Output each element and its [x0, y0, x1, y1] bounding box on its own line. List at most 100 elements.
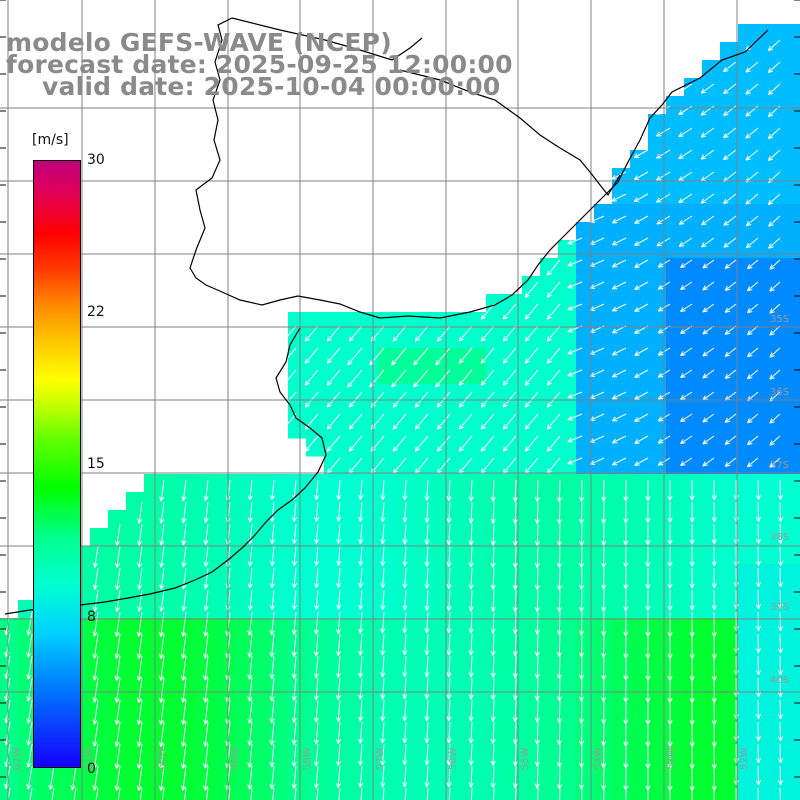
wind-arrow — [468, 589, 474, 612]
wind-arrow — [402, 655, 408, 678]
speed-cell — [720, 582, 739, 601]
speed-cell — [18, 636, 37, 655]
wind-arrow — [512, 677, 518, 701]
speed-cell — [486, 420, 505, 439]
wind-arrow — [402, 479, 408, 501]
wind-arrow — [745, 193, 759, 205]
speed-cell — [108, 582, 127, 601]
speed-cell — [630, 762, 649, 781]
wind-arrow — [203, 765, 209, 791]
speed-cell — [486, 654, 505, 673]
wind-arrow — [392, 435, 407, 452]
speed-cell — [630, 618, 649, 637]
wind-arrow — [436, 325, 451, 342]
wind-arrow — [777, 523, 784, 544]
speed-cell — [306, 546, 325, 565]
latitude-label: 40S — [770, 675, 789, 686]
speed-cell — [720, 546, 739, 565]
speed-cell — [774, 258, 793, 277]
wind-arrow — [137, 501, 143, 524]
speed-cell — [414, 528, 433, 547]
wind-arrow — [678, 193, 693, 204]
wind-arrow — [702, 369, 715, 379]
speed-cell — [360, 420, 379, 439]
speed-cell — [774, 276, 793, 295]
speed-cell — [738, 690, 757, 709]
speed-cell — [666, 456, 685, 475]
speed-cell — [414, 564, 433, 583]
wind-arrow — [490, 633, 496, 656]
speed-cell — [414, 618, 433, 637]
speed-cell — [684, 582, 703, 601]
wind-arrow — [634, 369, 649, 378]
speed-cell — [486, 366, 505, 385]
wind-arrow — [512, 589, 518, 612]
wind-arrow — [424, 655, 430, 678]
speed-cell — [270, 510, 289, 529]
wind-arrow — [26, 633, 33, 658]
wind-arrow — [700, 83, 715, 94]
speed-cell — [648, 672, 667, 691]
speed-cell — [666, 528, 685, 547]
speed-cell — [630, 420, 649, 439]
speed-cell — [684, 636, 703, 655]
speed-cell — [306, 366, 325, 385]
speed-cell — [180, 726, 199, 745]
wind-arrow — [601, 589, 607, 612]
speed-cell — [0, 708, 19, 727]
wind-arrow — [358, 567, 364, 588]
wind-arrow — [203, 655, 209, 681]
speed-cell — [666, 384, 685, 403]
speed-cell — [540, 276, 559, 295]
wind-arrow — [424, 633, 430, 656]
speed-cell — [576, 762, 595, 781]
speed-cell — [342, 510, 361, 529]
speed-cell — [576, 672, 595, 691]
speed-cell — [594, 564, 613, 583]
longitude-label: 57W — [375, 747, 386, 770]
wind-arrow — [203, 611, 209, 637]
speed-cell — [792, 312, 800, 331]
wind-arrow — [203, 479, 209, 502]
speed-cell — [288, 366, 307, 385]
wind-arrow — [203, 523, 209, 546]
speed-cell — [36, 798, 55, 800]
wind-arrow — [546, 325, 561, 342]
speed-cell — [792, 348, 800, 367]
speed-cell — [360, 546, 379, 565]
wind-arrow — [755, 699, 761, 720]
speed-cell — [738, 546, 757, 565]
speed-cell — [792, 654, 800, 673]
wind-arrow — [326, 347, 341, 364]
wind-arrow — [458, 369, 473, 386]
speed-cell — [288, 672, 307, 691]
speed-cell — [666, 366, 685, 385]
speed-cell — [414, 798, 433, 800]
wind-arrow — [490, 765, 496, 788]
wind-arrow — [358, 677, 364, 700]
speed-cell — [126, 564, 145, 583]
speed-cell — [630, 348, 649, 367]
wind-arrow — [755, 611, 761, 632]
speed-cell — [702, 672, 721, 691]
speed-cell — [378, 384, 397, 403]
speed-cell — [126, 726, 145, 745]
longitude-label: 60W — [157, 747, 168, 770]
speed-cell — [666, 186, 685, 205]
speed-cell — [414, 330, 433, 349]
speed-cell — [108, 762, 127, 781]
speed-cell — [486, 564, 505, 583]
speed-cell — [666, 492, 685, 511]
speed-cell — [576, 636, 595, 655]
speed-cell — [504, 474, 523, 493]
speed-cell — [306, 312, 325, 331]
speed-cell — [684, 456, 703, 475]
speed-cell — [738, 402, 757, 421]
speed-cell — [594, 348, 613, 367]
speed-cell — [792, 258, 800, 277]
wind-arrow — [724, 413, 737, 423]
speed-cell — [252, 762, 271, 781]
wind-arrow — [537, 787, 539, 800]
speed-cell — [432, 402, 451, 421]
